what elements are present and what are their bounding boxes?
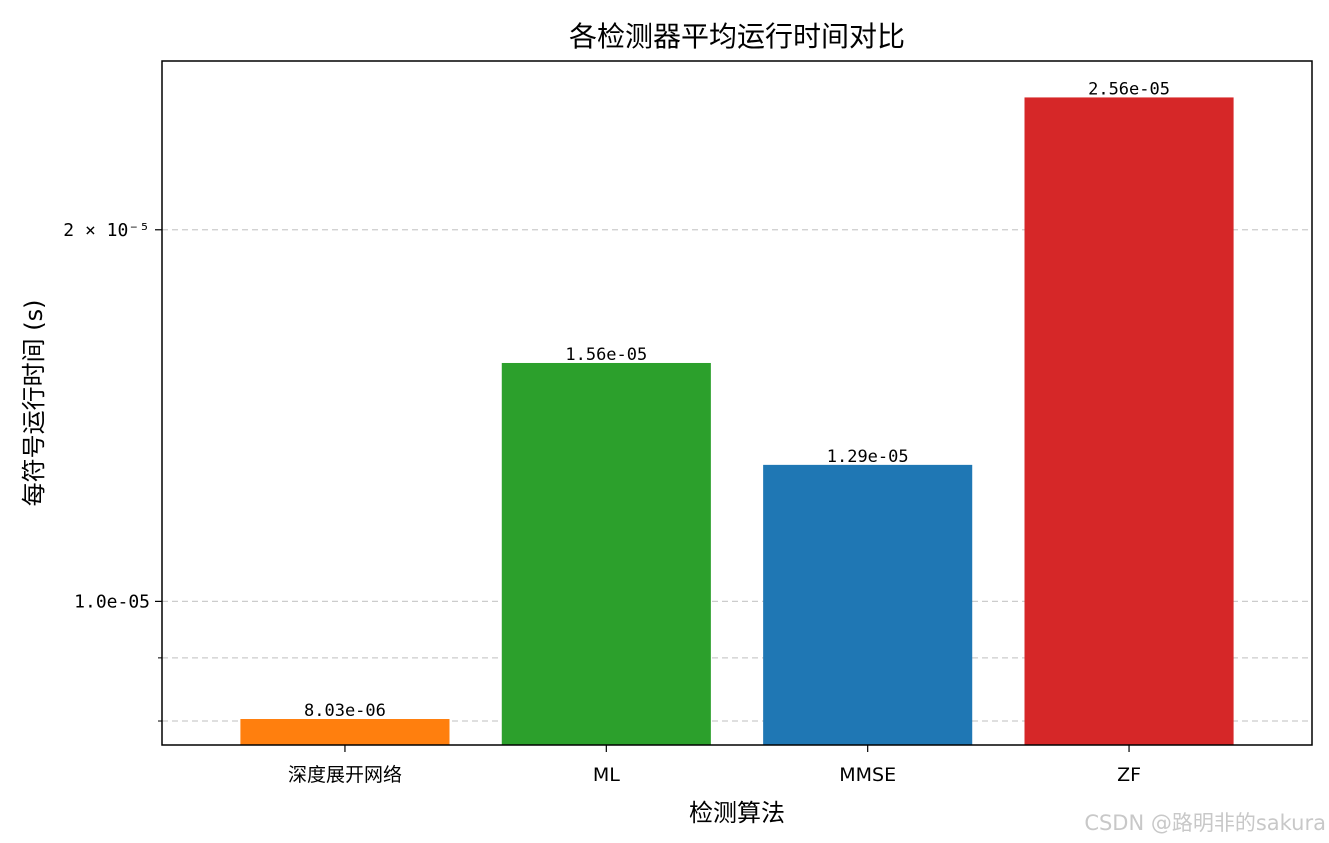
x-tick-label: ZF xyxy=(1117,764,1141,786)
plot-frame xyxy=(161,60,1313,746)
bar xyxy=(1024,97,1234,745)
watermark: CSDN @路明非的sakura xyxy=(1084,811,1326,835)
bar xyxy=(240,719,450,745)
x-axis-label: 检测算法 xyxy=(689,799,785,827)
bar-value-labels: 8.03e-06 1.56e-05 1.29e-05 2.56e-05 xyxy=(304,79,1170,721)
x-axis-ticks: 深度展开网络 ML MMSE ZF xyxy=(288,745,1141,786)
y-axis-label: 每符号运行时间 (s) xyxy=(20,300,48,507)
bar-value-label: 2.56e-05 xyxy=(1088,79,1170,99)
bar-value-label: 8.03e-06 xyxy=(304,701,386,721)
y-tick-label: 2 × 10⁻⁵ xyxy=(63,220,150,241)
bar-value-label: 1.29e-05 xyxy=(827,447,909,467)
y-axis-ticks: 1.0e-05 2 × 10⁻⁵ xyxy=(63,220,162,722)
bars xyxy=(240,97,1234,745)
x-tick-label: ML xyxy=(593,764,620,786)
x-tick-label: 深度展开网络 xyxy=(288,764,402,786)
bar-value-label: 1.56e-05 xyxy=(565,345,647,365)
bar xyxy=(763,464,973,745)
y-tick-label: 1.0e-05 xyxy=(74,591,150,612)
bar xyxy=(501,362,711,745)
chart-title: 各检测器平均运行时间对比 xyxy=(569,20,905,53)
x-tick-label: MMSE xyxy=(839,764,896,786)
